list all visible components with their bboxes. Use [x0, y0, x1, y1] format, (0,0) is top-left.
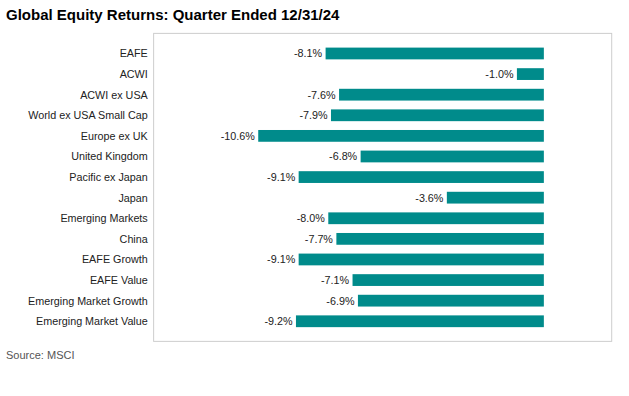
svg-text:EAFE: EAFE	[120, 47, 148, 59]
svg-text:-9.1%: -9.1%	[267, 253, 296, 265]
svg-text:-7.1%: -7.1%	[321, 274, 350, 286]
svg-text:-8.0%: -8.0%	[297, 212, 326, 224]
svg-text:China: China	[120, 233, 148, 245]
svg-text:-6.8%: -6.8%	[329, 150, 358, 162]
svg-text:-6.9%: -6.9%	[326, 295, 355, 307]
svg-text:-9.1%: -9.1%	[267, 171, 296, 183]
svg-text:Europe ex UK: Europe ex UK	[81, 130, 149, 142]
svg-text:World ex USA Small Cap: World ex USA Small Cap	[28, 109, 147, 121]
svg-text:Emerging Markets: Emerging Markets	[60, 212, 147, 224]
svg-text:EAFE Value: EAFE Value	[90, 274, 148, 286]
svg-text:Japan: Japan	[118, 192, 147, 204]
svg-text:-10.6%: -10.6%	[221, 130, 256, 142]
svg-text:-7.7%: -7.7%	[305, 233, 334, 245]
svg-text:-9.2%: -9.2%	[264, 315, 293, 327]
svg-text:EAFE Growth: EAFE Growth	[82, 253, 148, 265]
svg-text:-7.6%: -7.6%	[308, 89, 337, 101]
html-text:Global Equity Returns: Quarter: Global Equity Returns: Quarter Ended 12/…	[6, 6, 340, 23]
svg-text:Pacific ex Japan: Pacific ex Japan	[69, 171, 147, 183]
svg-text:-8.1%: -8.1%	[294, 47, 323, 59]
html-text:Source: MSCI: Source: MSCI	[6, 348, 75, 361]
svg-text:-1.0%: -1.0%	[485, 68, 514, 80]
svg-text:United Kingdom: United Kingdom	[71, 150, 148, 162]
svg-text:Emerging Market Value: Emerging Market Value	[36, 315, 148, 327]
svg-text:Emerging Market Growth: Emerging Market Growth	[28, 295, 148, 307]
svg-text:-7.9%: -7.9%	[299, 109, 328, 121]
svg-text:ACWI ex USA: ACWI ex USA	[80, 89, 148, 101]
svg-text:ACWI: ACWI	[120, 68, 148, 80]
svg-text:-3.6%: -3.6%	[415, 192, 444, 204]
